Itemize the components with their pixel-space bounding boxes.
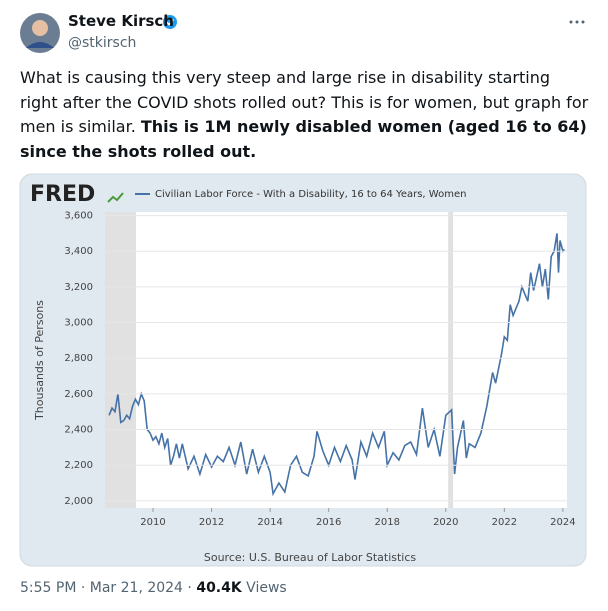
fred-logo: FRED [30, 182, 95, 207]
y-tick-label: 2,400 [64, 425, 93, 436]
avatar-shirt [26, 42, 54, 48]
y-tick-label: 2,200 [64, 460, 93, 471]
x-tick-label: 2018 [375, 517, 400, 528]
views-label: Views [246, 580, 287, 596]
y-tick-label: 3,200 [64, 282, 93, 293]
tweet-footer: 5:55 PM · Mar 21, 2024 · 40.4K Views [20, 580, 287, 596]
y-tick-label: 2,600 [64, 389, 93, 400]
avatar-face [32, 20, 48, 36]
recession-band [448, 212, 454, 508]
tweet-text: What is causing this very steep and larg… [20, 66, 590, 164]
y-tick-label: 3,600 [64, 211, 93, 222]
verified-badge [163, 15, 177, 29]
tweet-text-plain: What is causing this very steep and larg… [20, 68, 589, 136]
author-handle[interactable]: @stkirsch [68, 35, 137, 51]
x-tick-label: 2010 [140, 517, 165, 528]
y-tick-label: 3,000 [64, 318, 93, 329]
recession-band [105, 212, 137, 508]
y-axis-label: Thousands of Persons [33, 300, 46, 421]
plot-clip [105, 212, 566, 508]
source: Source: U.S. Bureau of Labor Statistics [204, 551, 417, 564]
logo-icon [107, 192, 124, 203]
x-tick-label: 2012 [199, 517, 224, 528]
x-tick-label: 2024 [550, 517, 575, 528]
legend-label: Civilian Labor Force - With a Disability… [155, 189, 466, 200]
y-tick-label: 2,800 [64, 353, 93, 364]
y-tick-label: 2,000 [64, 496, 93, 507]
series-line [108, 233, 566, 497]
author-name[interactable]: Steve Kirsch [68, 12, 174, 30]
x-tick-label: 2016 [316, 517, 341, 528]
tweet-text-bold: This is 1M newly disabled women (aged 16… [20, 117, 587, 161]
more-menu[interactable] [569, 20, 585, 24]
timestamp[interactable]: 5:55 PM · Mar 21, 2024 · [20, 580, 192, 596]
verified-check [165, 18, 175, 26]
plot-area [105, 212, 567, 508]
y-tick-label: 3,400 [64, 246, 93, 257]
x-tick-label: 2014 [257, 517, 282, 528]
x-tick-label: 2020 [433, 517, 458, 528]
x-tick-label: 2022 [492, 517, 517, 528]
views-count: 40.4K [196, 580, 242, 596]
